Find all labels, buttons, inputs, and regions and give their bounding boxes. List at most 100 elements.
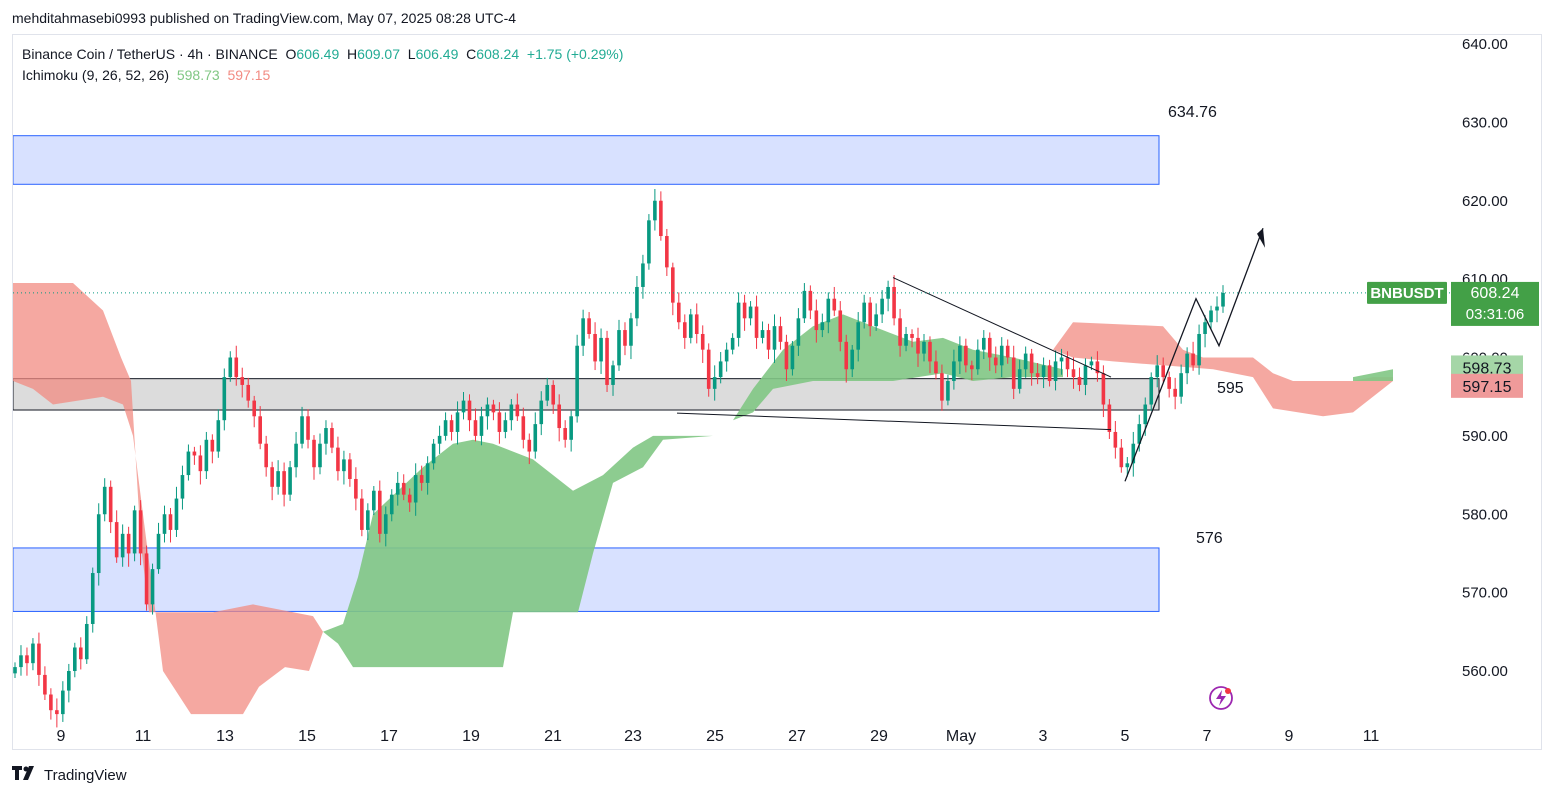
x-axis-tick-label: 27 [788,728,806,745]
candle-body [61,690,65,715]
candle-body [509,404,514,421]
candle-body [473,420,478,436]
candle-body [1107,404,1112,432]
candle-body [718,361,723,378]
candle-body [1053,361,1058,382]
trendline-lower[interactable] [676,412,1112,431]
candle-body [952,361,956,382]
candle-body [635,286,639,319]
candle-body [671,267,675,303]
candle-body [808,290,813,311]
candle-body [1221,292,1225,307]
candle-body [964,345,968,366]
candle-body [1077,377,1082,385]
x-axis-tick-label: 9 [57,728,66,745]
candle-body [515,404,520,417]
candle-body [503,420,508,432]
candle-body [820,322,825,331]
x-axis-tick-label: May [946,728,976,745]
candle-body [37,643,41,675]
candle-body [377,490,382,534]
candle-body [84,623,89,660]
trendline-upper[interactable] [892,277,1112,378]
candle-body [1161,365,1165,378]
projection-path[interactable] [1124,227,1264,482]
candlestick-chart[interactable]: 634.76595576640.00630.00620.00610.00600.… [13,35,1541,749]
candle-body [862,302,866,323]
candle-body [67,671,71,691]
candle-body [270,467,274,487]
indicator-span-a: 598.73 [176,67,220,83]
candle-body [766,330,771,350]
candle-body [790,345,795,370]
open-label: O [285,46,297,62]
candle-body [437,435,442,444]
candle-body [1011,357,1016,389]
x-axis-tick-label: 11 [1363,728,1380,745]
lightning-icon[interactable] [1209,686,1233,710]
candle-body [754,306,759,338]
candle-body [419,475,424,483]
candle-body [677,302,681,323]
candle-body [318,443,322,468]
candle-body [168,514,173,530]
candle-body [712,377,717,389]
symbol-badge[interactable] [1367,281,1447,304]
zone-resistance[interactable] [13,135,1160,185]
candle-body [958,345,962,362]
candle-body [162,514,167,534]
candle-body [156,533,161,570]
candle-body [832,298,837,311]
candle-body [653,200,657,221]
candle-body [1089,361,1094,366]
candle-body [892,286,896,319]
candle-body [228,357,233,378]
change-value: +1.75 (+0.29%) [526,46,624,62]
countdown-value: 03:31:06 [1466,306,1524,323]
candle-body [78,647,83,660]
price-badge-value: 608.24 [1471,285,1520,302]
candle-body [401,482,406,495]
candle-body [300,416,304,444]
candle-body [443,420,448,436]
publish-info: mehditahmasebi0993 published on TradingV… [12,10,517,26]
indicator-span-b: 597.15 [227,67,271,83]
price-badge[interactable] [1451,281,1539,326]
candle-body [288,467,292,495]
indicator-label[interactable]: Ichimoku (9, 26, 52, 26) [22,67,170,83]
candle-body [491,404,496,413]
candle-body [981,337,986,350]
x-axis-tick-label: 5 [1121,728,1130,745]
candle-body [204,439,209,472]
candle-body [407,494,412,503]
footer-branding[interactable]: TradingView [12,766,127,784]
x-axis-tick-label: 25 [706,728,724,745]
close-label: C [466,46,477,62]
symbol-title[interactable]: Binance Coin / TetherUS · 4h · BINANCE [22,46,278,62]
candle-body [551,384,556,405]
candle-body [724,349,729,362]
candle-body [533,424,538,452]
zone-pivot[interactable] [13,378,1160,411]
chart-area[interactable]: 634.76595576640.00630.00620.00610.00600.… [12,34,1542,750]
candle-body [294,443,298,468]
candle-body [706,349,711,389]
candle-body [521,416,526,440]
candle-body [413,475,418,503]
candle-body [617,330,621,366]
candle-body [282,471,286,495]
candle-body [132,510,137,554]
candle-body [587,318,591,334]
span-b-badge [1451,373,1523,398]
ichimoku-cloud-bullish-right [1353,369,1393,381]
candle-body [383,514,388,534]
candle-body [748,306,753,319]
candle-body [987,337,992,358]
candle-body [252,400,257,417]
indicator-row[interactable]: Ichimoku (9, 26, 52, 26) 598.73 597.15 [22,65,623,86]
candle-body [1119,447,1124,468]
candle-body [246,384,251,401]
candle-body [1113,431,1118,448]
candle-body [258,416,262,444]
candle-body [234,357,239,378]
